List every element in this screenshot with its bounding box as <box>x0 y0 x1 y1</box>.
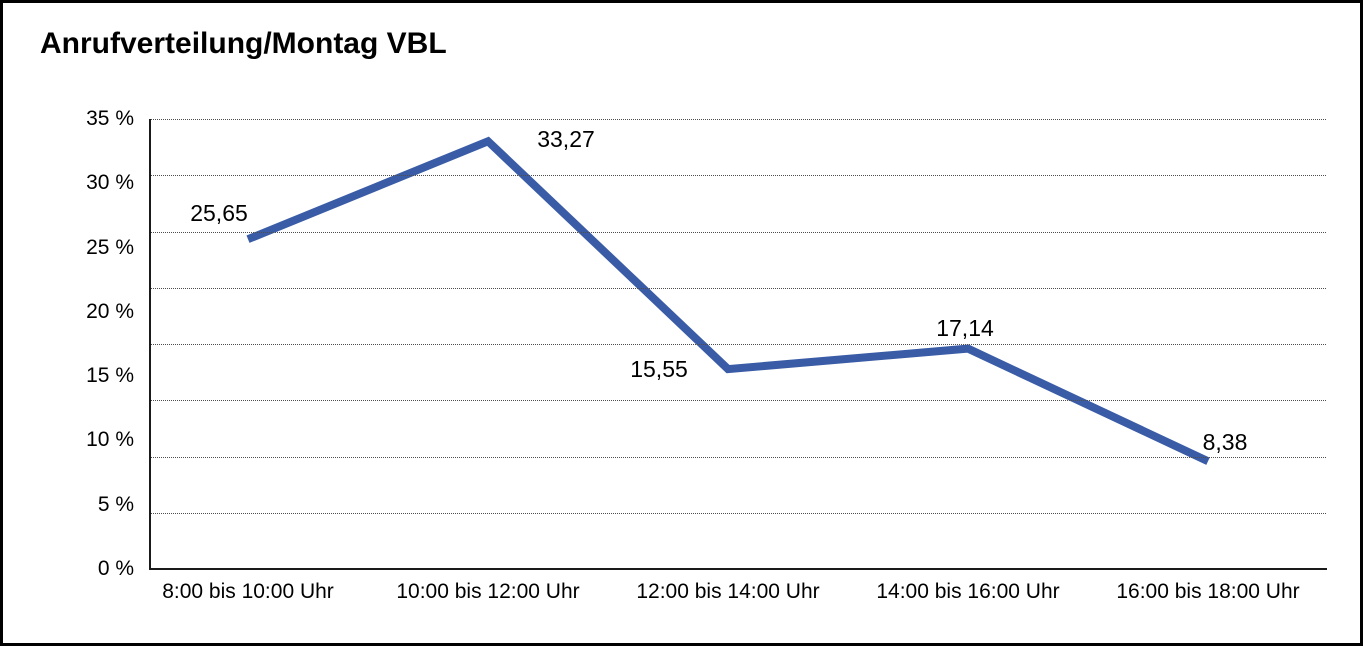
x-axis-line <box>149 568 1327 570</box>
y-tick-label: 10 % <box>86 428 134 452</box>
trend-line <box>246 136 1210 465</box>
x-category-label: 12:00 bis 14:00 Uhr <box>636 580 820 603</box>
data-point-label: 17,14 <box>936 314 994 341</box>
x-category-label: 16:00 bis 18:00 Uhr <box>1116 580 1300 603</box>
gridline <box>151 512 1326 514</box>
y-tick-label: 25 % <box>86 235 134 259</box>
gridline <box>151 231 1326 233</box>
gridline <box>151 119 1326 120</box>
gridline <box>151 175 1326 177</box>
gridline <box>151 287 1326 289</box>
y-tick-label: 15 % <box>86 364 134 388</box>
data-point-label: 8,38 <box>1202 429 1248 456</box>
y-tick-label: 20 % <box>86 299 134 323</box>
trend-line-canvas <box>246 136 1210 465</box>
x-category-label: 8:00 bis 10:00 Uhr <box>162 580 334 603</box>
x-category-label: 14:00 bis 16:00 Uhr <box>876 580 1060 603</box>
data-point-label: 15,55 <box>630 356 688 383</box>
gridline <box>151 400 1326 402</box>
gridline <box>151 344 1326 345</box>
y-tick-label: 35 % <box>86 107 134 130</box>
data-point-label: 33,27 <box>537 126 595 153</box>
y-tick-label: 0 % <box>97 557 134 580</box>
gridline <box>151 456 1326 458</box>
y-tick-label: 30 % <box>86 171 134 195</box>
y-axis-line <box>149 119 151 569</box>
y-tick-label: 5 % <box>97 492 134 516</box>
chart-title: Anrufverteilung/Montag VBL <box>40 27 447 60</box>
data-point-label: 25,65 <box>190 200 248 227</box>
plot-area: 35 % 30 % 25 % 20 % 15 % 10 % 5 % 0 % 8:00 bis … <box>3 3 1360 643</box>
x-category-label: 10:00 bis 12:00 Uhr <box>396 580 580 603</box>
